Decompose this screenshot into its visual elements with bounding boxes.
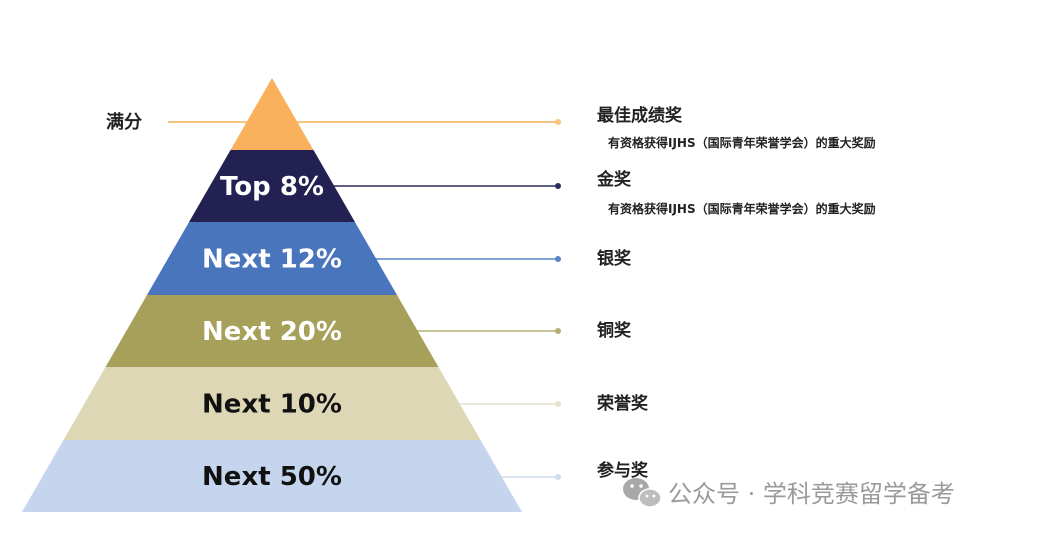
perfect-score-label: 满分 xyxy=(106,111,142,133)
award-name: 银奖 xyxy=(597,248,632,269)
pyramid-tiers: Top 8% Next 12% Next 20% Next 10% Next 50% xyxy=(22,78,522,512)
connector-dot xyxy=(555,183,561,189)
connector-dot xyxy=(555,256,561,262)
connector-lines xyxy=(168,119,561,480)
connector-dot xyxy=(555,401,561,407)
pyramid-tier xyxy=(105,295,439,367)
tier-label: Next 20% xyxy=(202,317,342,347)
wechat-icon xyxy=(623,478,662,508)
tier-label: Next 12% xyxy=(202,245,342,275)
pyramid-tier xyxy=(147,222,397,295)
award-name: 铜奖 xyxy=(597,320,632,341)
award-name: 参与奖 xyxy=(597,460,649,481)
connector-dot xyxy=(555,328,561,334)
award-name: 荣誉奖 xyxy=(596,393,649,414)
award-labels: 最佳成绩奖有资格获得IJHS（国际青年荣誉学会）的重大奖励金奖有资格获得IJHS… xyxy=(596,105,876,481)
award-note: 有资格获得IJHS（国际青年荣誉学会）的重大奖励 xyxy=(608,201,876,216)
watermark: 公众号 · 学科竞赛留学备考 xyxy=(623,478,955,508)
tier-label: Top 8% xyxy=(220,172,324,202)
pyramid-tier xyxy=(63,367,481,440)
watermark-text: 公众号 · 学科竞赛留学备考 xyxy=(668,480,955,508)
award-name: 最佳成绩奖 xyxy=(597,105,683,126)
award-note: 有资格获得IJHS（国际青年荣誉学会）的重大奖励 xyxy=(608,135,876,150)
connector-dot xyxy=(555,474,561,480)
tier-label: Next 10% xyxy=(202,390,342,420)
pyramid-tier xyxy=(230,78,314,150)
tier-label: Next 50% xyxy=(202,462,342,492)
award-name: 金奖 xyxy=(596,169,632,190)
connector-dot xyxy=(555,119,561,125)
pyramid-tier xyxy=(22,440,522,512)
pyramid-tier xyxy=(189,150,355,222)
